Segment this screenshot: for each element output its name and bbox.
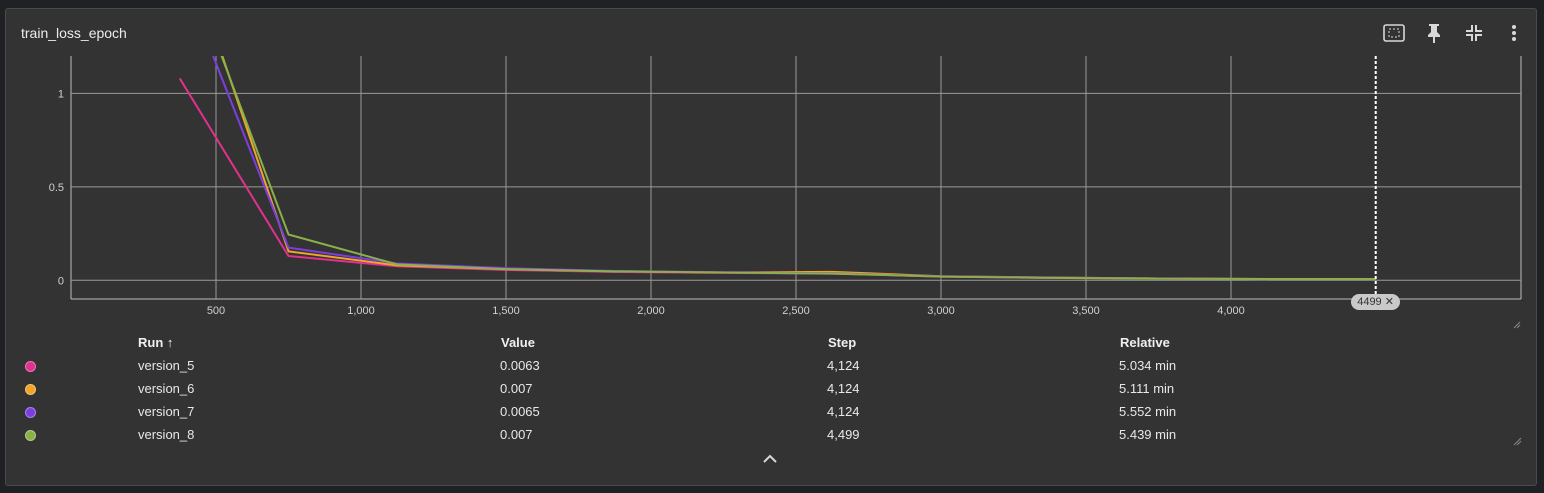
scalar-card: train_loss_epoch (5, 8, 1537, 486)
x-tick-label: 3,000 (927, 305, 955, 317)
x-tick-label: 3,500 (1072, 305, 1100, 317)
x-tick-label: 4,000 (1217, 305, 1245, 317)
run-value: 0.007 (500, 427, 533, 442)
chart-ticks: 500 1,000 1,500 2,000 2,500 3,000 3,500 4,000 0 0… (49, 88, 1245, 317)
run-value: 0.007 (500, 381, 533, 396)
run-relative: 5.552 min (1119, 404, 1177, 419)
chevron-up-icon[interactable] (756, 450, 784, 468)
y-tick-label: 0 (58, 275, 64, 287)
header-run[interactable]: Run ↑ (138, 335, 174, 350)
run-color-dot[interactable] (25, 407, 36, 418)
table-resize-handle[interactable] (1512, 436, 1522, 446)
card-title: train_loss_epoch (21, 25, 127, 41)
x-tick-label: 1,500 (492, 305, 520, 317)
run-value: 0.0063 (500, 358, 540, 373)
run-step: 4,499 (827, 427, 860, 442)
run-color-dot[interactable] (25, 361, 36, 372)
run-name: version_5 (138, 358, 195, 373)
chart-resize-handle (1513, 321, 1521, 329)
series-line-version_7 (212, 56, 1267, 281)
run-step: 4,124 (827, 404, 860, 419)
step-marker-chip[interactable]: 4499 ✕ (1351, 294, 1400, 310)
run-relative: 5.034 min (1119, 358, 1177, 373)
run-color-dot[interactable] (25, 384, 36, 395)
header-step[interactable]: Step (828, 335, 857, 350)
run-step: 4,124 (827, 381, 860, 396)
line-chart[interactable]: 500 1,000 1,500 2,000 2,500 3,000 3,500 4,000 0 0… (0, 0, 1544, 330)
run-name: version_7 (138, 404, 195, 419)
run-value: 0.0065 (500, 404, 540, 419)
chart-grid (70, 56, 1522, 300)
header-value[interactable]: Value (501, 335, 535, 350)
x-tick-label: 2,000 (637, 305, 665, 317)
run-step: 4,124 (827, 358, 860, 373)
run-color-dot[interactable] (25, 430, 36, 441)
run-name: version_8 (138, 427, 195, 442)
fit-to-data-icon[interactable] (1382, 21, 1406, 45)
y-tick-label: 0.5 (49, 182, 64, 194)
x-tick-label: 500 (207, 305, 225, 317)
x-tick-label: 1,000 (347, 305, 375, 317)
run-relative: 5.111 min (1119, 381, 1175, 396)
x-tick-label: 2,500 (782, 305, 810, 317)
y-tick-label: 1 (58, 88, 64, 100)
run-relative: 5.439 min (1119, 427, 1177, 442)
card-toolbar (1382, 21, 1526, 45)
header-relative[interactable]: Relative (1120, 335, 1170, 350)
run-name: version_6 (138, 381, 195, 396)
chart-series (178, 56, 1376, 281)
close-icon[interactable]: ✕ (1384, 296, 1394, 308)
pin-icon[interactable] (1422, 21, 1446, 45)
more-vert-icon[interactable] (1502, 21, 1526, 45)
step-marker-label: 4499 (1357, 296, 1382, 308)
series-line-version_8 (220, 56, 1376, 280)
series-line-version_6 (221, 56, 1267, 280)
